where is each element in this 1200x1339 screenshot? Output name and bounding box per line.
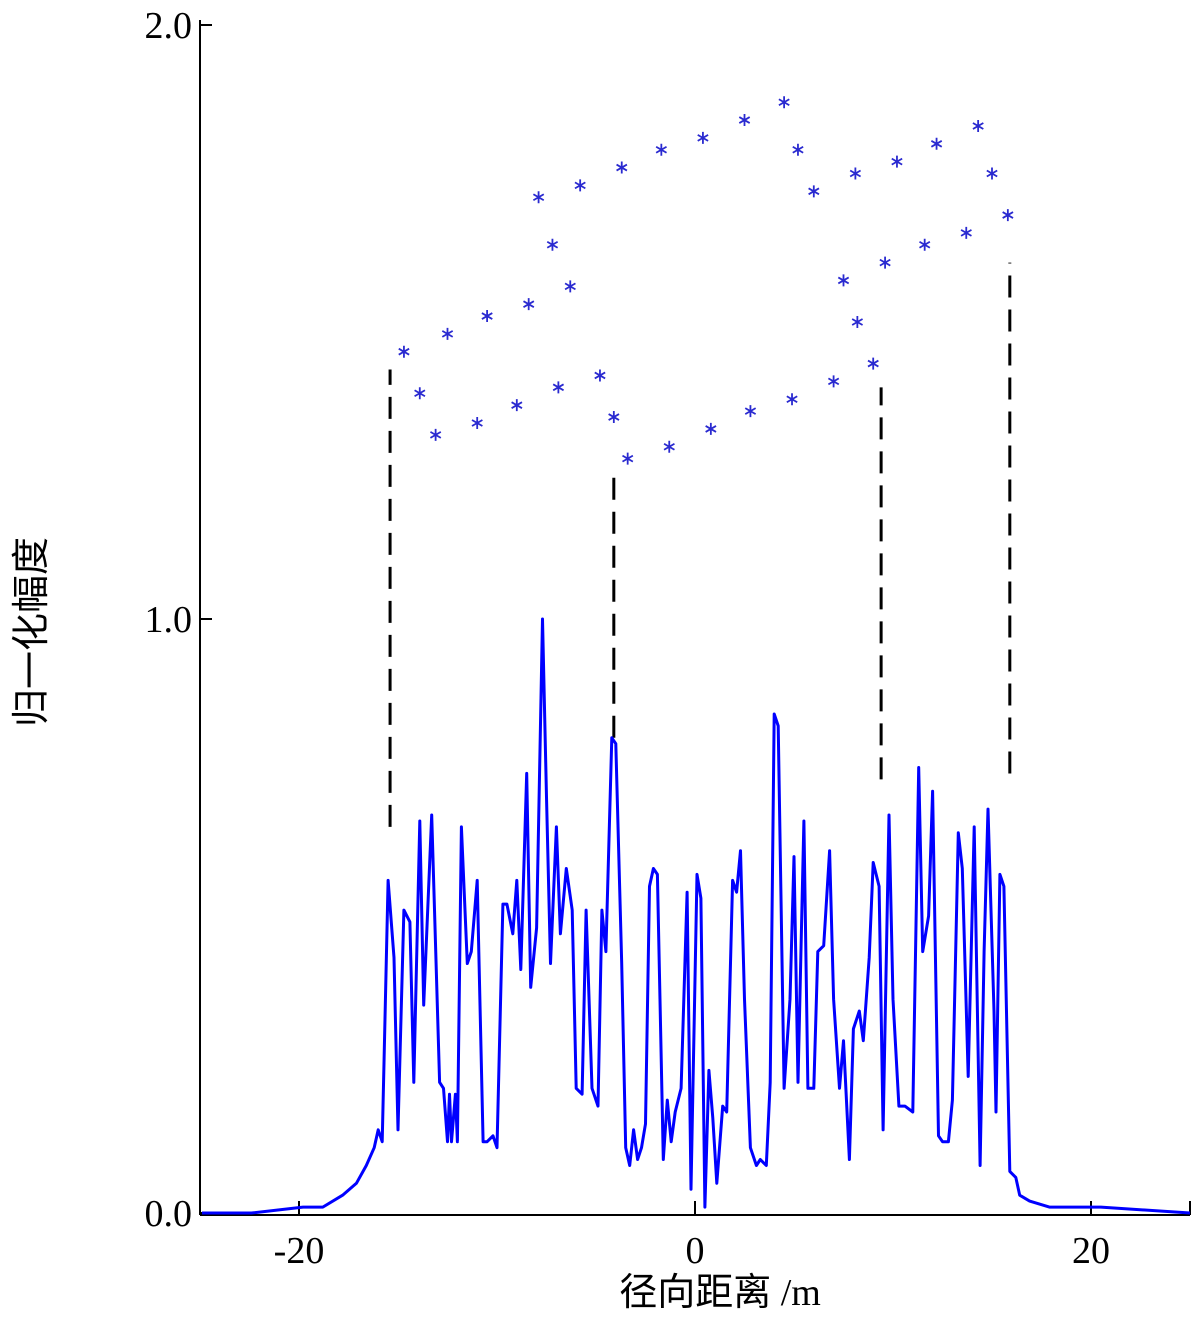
star-point — [792, 143, 804, 156]
star-point — [398, 345, 410, 358]
star-point — [778, 96, 790, 109]
star-point — [867, 357, 879, 370]
x-axis-label: 径向距离 /m — [619, 1272, 821, 1314]
x-tick-label: 20 — [1072, 1230, 1110, 1272]
star-point — [891, 155, 903, 168]
star-point — [441, 327, 454, 340]
star-point — [429, 428, 442, 441]
star-point — [808, 185, 820, 198]
star-point — [849, 167, 862, 180]
signal-line — [202, 617, 1191, 1215]
star-point — [532, 191, 545, 204]
star-point — [697, 131, 709, 144]
star-point — [655, 143, 667, 156]
star-point — [879, 256, 891, 269]
y-tick-label: 0.0 — [145, 1193, 193, 1235]
star-point — [471, 416, 483, 429]
star-point — [738, 114, 751, 127]
y-tick-label: 1.0 — [145, 599, 193, 641]
star-point — [851, 316, 864, 328]
star-point — [827, 375, 840, 388]
star-point — [481, 310, 493, 323]
star-point — [564, 280, 576, 293]
star-point — [594, 369, 606, 382]
star-point — [1002, 209, 1014, 222]
star-point — [574, 179, 586, 192]
star-point — [786, 393, 798, 406]
star-point — [986, 167, 998, 180]
star-point — [930, 137, 943, 150]
x-tick-label: 0 — [686, 1230, 705, 1272]
star-point — [511, 399, 523, 412]
star-point — [972, 119, 984, 132]
star-point — [616, 161, 628, 174]
y-tick-label: 2.0 — [145, 5, 193, 47]
star-point — [837, 274, 850, 287]
star-point — [705, 422, 717, 435]
star-point — [546, 238, 559, 251]
star-point — [552, 381, 565, 394]
star-point — [414, 387, 426, 400]
star-point — [744, 405, 757, 418]
star-point — [960, 226, 972, 239]
star-point — [608, 411, 620, 424]
x-tick-label: -20 — [274, 1230, 325, 1272]
star-point — [919, 238, 931, 251]
star-point — [523, 298, 535, 311]
star-point — [622, 452, 634, 465]
star-point — [663, 440, 675, 453]
y-axis-label: 归一化幅度 — [11, 537, 53, 727]
